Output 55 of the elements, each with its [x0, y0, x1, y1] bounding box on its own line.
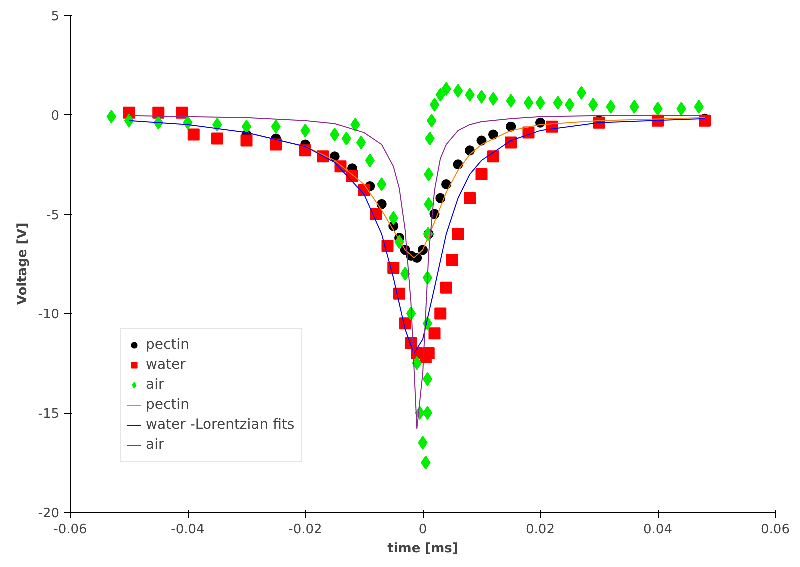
point	[524, 96, 534, 110]
point	[476, 90, 487, 104]
legend-label: pectin	[146, 337, 190, 353]
point	[422, 347, 435, 360]
point	[442, 179, 452, 190]
y-tick-label: 5	[51, 10, 60, 24]
point	[430, 98, 440, 112]
legend-label: air	[146, 377, 166, 393]
point	[240, 134, 253, 147]
point	[506, 122, 516, 132]
point	[388, 262, 400, 274]
point	[356, 136, 366, 150]
point	[452, 228, 464, 240]
y-axis-title: Voltage [V]	[15, 222, 30, 306]
y-tick-label: -10	[38, 308, 60, 323]
x-axis-title: time [ms]	[388, 542, 458, 556]
point	[440, 282, 452, 294]
point	[488, 130, 498, 140]
point	[330, 152, 340, 162]
legend-label: pectin	[146, 397, 190, 413]
point	[488, 150, 500, 163]
point	[428, 328, 441, 340]
point	[436, 193, 446, 204]
point	[382, 240, 394, 252]
x-tick-label: 0	[418, 522, 428, 538]
point	[476, 168, 488, 181]
point	[422, 406, 433, 420]
point	[426, 114, 437, 128]
point	[376, 199, 387, 210]
x-tick-label: 0.04	[644, 522, 672, 538]
point	[464, 192, 476, 204]
point	[476, 136, 487, 146]
x-tick-label: -0.06	[54, 522, 88, 538]
point	[422, 372, 433, 386]
point	[188, 128, 200, 141]
point	[270, 138, 282, 151]
point	[446, 254, 458, 266]
y-tick-label: -20	[38, 506, 60, 522]
legend-label: air	[146, 437, 166, 453]
legend-label: water -Lorentzian fits	[146, 417, 295, 433]
point	[453, 84, 464, 98]
point	[434, 308, 447, 320]
x-tick-label: -0.04	[171, 522, 205, 538]
point	[453, 160, 464, 170]
point	[211, 132, 224, 145]
x-tick-label: 0.02	[526, 522, 555, 538]
y-tick-label: -5	[46, 208, 60, 224]
x-tick-label: -0.02	[288, 522, 322, 538]
y-tick-label: -15	[38, 407, 60, 422]
point	[465, 146, 475, 156]
y-tick-label: 0	[51, 108, 60, 124]
point	[394, 288, 406, 300]
x-tick-label: 0.06	[761, 522, 790, 538]
point	[242, 120, 252, 134]
legend-label: water	[146, 357, 186, 373]
